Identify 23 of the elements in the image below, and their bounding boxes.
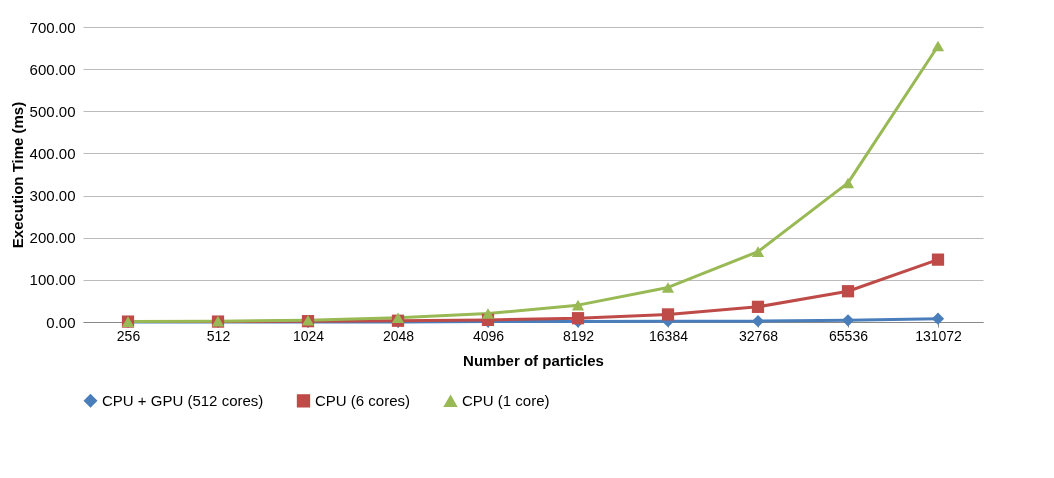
y-tick-label: 700.00 [29, 18, 76, 36]
legend-label: CPU (1 core) [462, 392, 550, 410]
legend-label: CPU + GPU (512 cores) [102, 391, 264, 409]
y-axis-title: Execution Time (ms) [8, 101, 26, 249]
legend-label: CPU (6 cores) [315, 391, 411, 409]
x-tick-label: 32768 [739, 327, 779, 344]
x-tick-label: 65536 [829, 327, 869, 344]
y-tick-label: 300.00 [29, 187, 76, 205]
x-tick-label: 131072 [915, 327, 963, 344]
x-axis-title: Number of particles [463, 351, 604, 369]
x-tick-label: 16384 [649, 327, 689, 344]
x-tick-label: 1024 [292, 327, 325, 344]
y-tick-label: 400.00 [29, 144, 76, 162]
y-tick-label: 0.00 [46, 313, 76, 331]
x-tick-label: 8192 [562, 327, 595, 344]
x-tick-label: 512 [206, 327, 231, 344]
y-tick-label: 200.00 [29, 229, 76, 247]
y-tick-label: 500.00 [29, 102, 76, 120]
x-tick-label: 256 [116, 327, 141, 344]
y-tick-label: 100.00 [29, 271, 76, 289]
x-tick-label: 4096 [472, 327, 505, 344]
x-tick-label: 2048 [382, 327, 415, 344]
y-tick-label: 600.00 [29, 60, 76, 78]
